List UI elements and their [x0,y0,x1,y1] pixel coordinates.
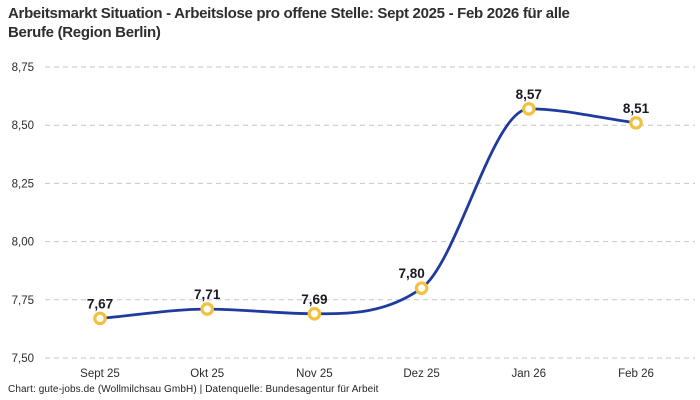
data-point-label: 7,69 [301,292,327,307]
data-point-marker [307,306,322,321]
series-line [98,107,638,320]
x-tick-label: Feb 26 [618,368,654,380]
x-tick-label: Jan 26 [512,368,547,380]
y-tick-label: 7,50 [12,353,34,365]
data-point-marker [629,116,643,130]
data-point-label: 7,67 [87,296,113,311]
source-attribution: Chart: gute-jobs.de (Wollmilchsau GmbH) … [8,384,379,395]
data-point-marker [521,102,536,116]
x-tick-label: Dez 25 [403,368,439,380]
y-tick-label: 8,75 [12,62,34,74]
data-point-label: 8,57 [516,87,542,102]
data-point-label: 7,80 [398,266,424,281]
data-point-label: 8,51 [623,101,650,116]
y-tick-label: 7,75 [12,295,34,307]
data-point-marker [93,311,107,326]
y-tick-label: 8,50 [12,120,34,132]
y-tick-label: 8,25 [12,178,34,190]
chart-title-line1: Arbeitsmarkt Situation - Arbeitslose pro… [8,5,570,22]
data-point-marker [414,281,429,295]
data-point-marker [200,302,214,316]
chart-title-line2: Berufe (Region Berlin) [8,24,161,41]
x-tick-label: Nov 25 [296,368,332,380]
chart-title: Arbeitsmarkt Situation - Arbeitslose pro… [8,4,680,42]
x-tick-label: Sept 25 [80,368,120,380]
x-tick-label: Okt 25 [190,368,224,380]
data-point-label: 7,71 [194,287,221,302]
y-tick-label: 8,00 [12,237,34,249]
